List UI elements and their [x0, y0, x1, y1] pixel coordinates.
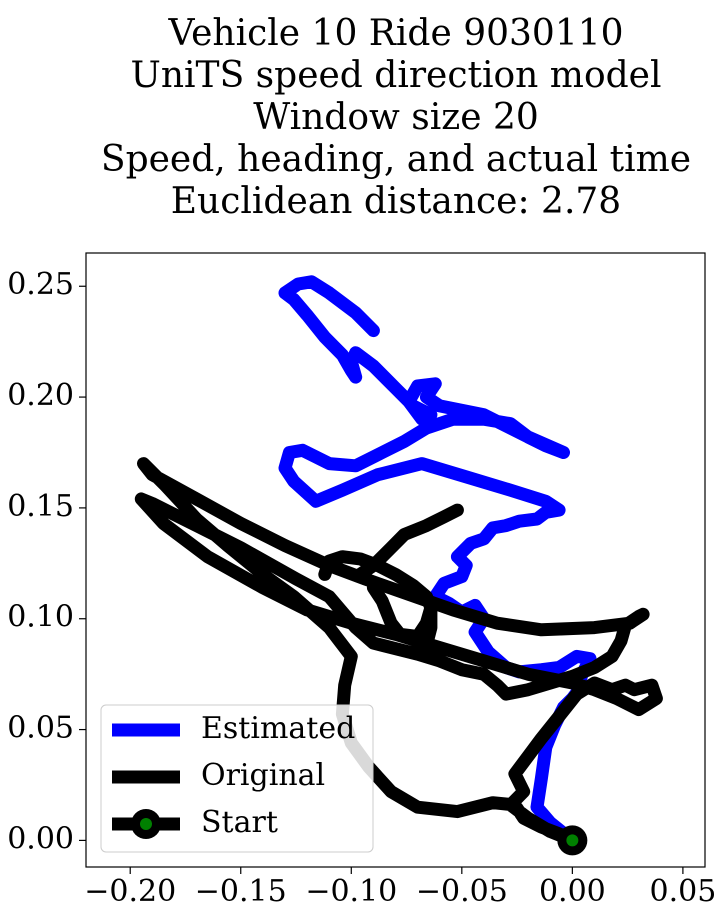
x-tick-label: −0.20: [84, 874, 176, 909]
legend: Estimated Original Start: [100, 704, 374, 853]
title-line-4: Speed, heading, and actual time: [101, 139, 691, 180]
y-tick-label: 0.05: [7, 711, 74, 746]
x-tick-label: −0.10: [305, 874, 397, 909]
x-tick-label: 0.00: [539, 874, 606, 909]
x-tick-label: −0.15: [195, 874, 287, 909]
y-tick-label: 0.20: [7, 378, 74, 413]
legend-box: [100, 704, 374, 853]
series-line-original-4: [353, 503, 464, 581]
title-line-5: Euclidean distance: 2.78: [171, 181, 621, 222]
title-line-1: Vehicle 10 Ride 9030110: [167, 13, 623, 54]
y-tick-label: 0.10: [7, 600, 74, 635]
legend-start-marker-inner: [140, 818, 152, 830]
y-tick-label: 0.15: [7, 489, 74, 524]
plot-frame: [85, 252, 706, 868]
title-line-2: UniTS speed direction model: [131, 55, 662, 96]
legend-label-original: Original: [201, 758, 325, 793]
plot-series: [134, 275, 663, 856]
series-line-original-3: [318, 550, 438, 643]
y-tick-label: 0.25: [7, 267, 74, 302]
x-tick-label: 0.05: [649, 874, 716, 909]
y-tick-label: 0.00: [7, 821, 74, 856]
series-line-original-5: [419, 601, 438, 652]
legend-label-estimated: Estimated: [201, 711, 355, 746]
start-marker-inner: [566, 834, 579, 847]
legend-label-start: Start: [201, 805, 278, 840]
title-line-3: Window size 20: [253, 97, 539, 138]
x-tick-label: −0.05: [416, 874, 508, 909]
series-line-original-2: [134, 457, 663, 847]
y-axis-ticks: 0.00 0.05 0.10 0.15 0.20 0.25: [7, 267, 86, 856]
x-axis-ticks: −0.20 −0.15 −0.10 −0.05 0.00 0.05: [84, 867, 716, 909]
